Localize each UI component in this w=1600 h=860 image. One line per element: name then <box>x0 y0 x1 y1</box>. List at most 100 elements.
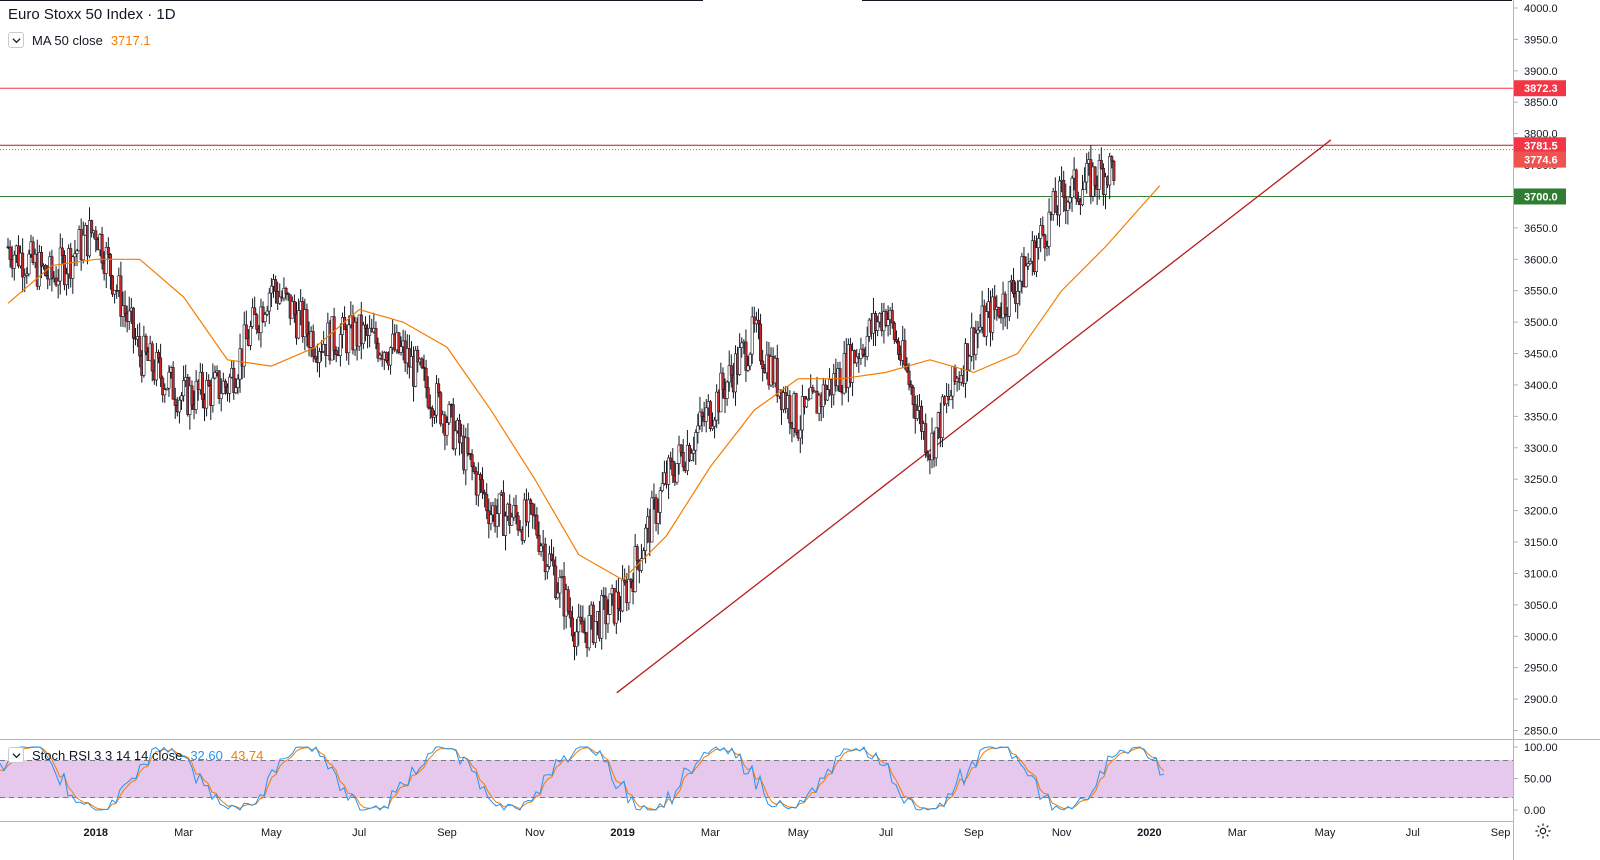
candle <box>531 502 535 529</box>
chevron-down-icon <box>11 37 21 43</box>
candle <box>934 427 938 467</box>
candle <box>194 370 198 414</box>
candle <box>761 349 765 382</box>
candle <box>884 309 888 328</box>
settings-gear-icon[interactable] <box>1532 820 1554 842</box>
candle <box>1112 159 1116 186</box>
candle <box>430 405 434 428</box>
candle <box>31 236 35 266</box>
candle <box>445 416 449 446</box>
candle <box>119 261 123 327</box>
candle <box>909 380 913 395</box>
candle <box>738 333 742 376</box>
time-axis-label: Jul <box>352 827 366 839</box>
svg-text:100.00: 100.00 <box>1524 742 1558 754</box>
candle <box>1104 172 1108 210</box>
candle <box>1085 153 1089 194</box>
ma-label: MA 50 close <box>32 32 103 48</box>
candle <box>667 454 671 499</box>
candle <box>1043 233 1047 262</box>
svg-text:3550.0: 3550.0 <box>1524 286 1558 298</box>
candle <box>437 378 441 398</box>
candle <box>600 589 604 650</box>
candle <box>171 361 175 400</box>
candle <box>313 348 317 363</box>
collapse-legend-button[interactable] <box>8 32 24 48</box>
candle <box>704 399 708 433</box>
candle <box>242 311 246 378</box>
candle <box>347 315 351 365</box>
svg-text:3450.0: 3450.0 <box>1524 349 1558 361</box>
candle <box>1026 253 1030 271</box>
svg-text:3700.0: 3700.0 <box>1524 191 1558 203</box>
candle <box>177 396 181 424</box>
candle <box>698 396 702 430</box>
candle <box>292 294 296 323</box>
candle <box>1062 170 1066 212</box>
svg-text:3600.0: 3600.0 <box>1524 254 1558 266</box>
candle <box>554 556 558 600</box>
candle <box>234 377 238 395</box>
price-tick: 3850.0 <box>1513 97 1558 109</box>
candle <box>190 380 194 411</box>
candle <box>1058 176 1062 227</box>
candle <box>547 545 551 570</box>
candle <box>1024 256 1028 288</box>
candle <box>719 362 723 413</box>
candle <box>905 357 909 373</box>
candle <box>1099 147 1103 170</box>
collapse-oscillator-button[interactable] <box>8 747 24 763</box>
candle <box>700 408 704 433</box>
candle <box>468 453 472 460</box>
candle <box>284 286 288 301</box>
candle <box>1037 232 1041 260</box>
candle <box>1018 279 1022 306</box>
time-axis-label: May <box>1315 827 1336 839</box>
candle <box>200 363 204 409</box>
candle <box>90 219 94 238</box>
time-axis-label: Nov <box>525 827 545 839</box>
candle <box>248 320 252 351</box>
candle <box>94 226 98 253</box>
candle <box>639 543 643 573</box>
candle <box>671 448 675 484</box>
candle <box>729 354 733 388</box>
price-tick: 3450.0 <box>1513 349 1558 361</box>
candle <box>851 342 855 397</box>
candle <box>1012 268 1016 298</box>
candle <box>568 597 572 628</box>
candle <box>924 413 928 459</box>
price-tick: 2850.0 <box>1513 726 1558 738</box>
candle <box>926 450 930 462</box>
candle <box>60 237 64 265</box>
price-tick: 3250.0 <box>1513 474 1558 486</box>
candle <box>1083 167 1087 190</box>
candle <box>466 423 470 457</box>
candle <box>131 306 135 354</box>
candle <box>182 365 186 402</box>
candle <box>575 618 579 656</box>
candle <box>497 493 501 527</box>
candle <box>269 278 273 308</box>
candle <box>123 290 127 328</box>
candle <box>376 337 380 363</box>
time-axis-label: Sep <box>1491 827 1511 839</box>
candle <box>476 462 480 507</box>
time-axis-label: Jul <box>1406 827 1420 839</box>
candle <box>1081 174 1085 207</box>
candle <box>1074 168 1078 205</box>
candle <box>660 472 664 493</box>
svg-text:3350.0: 3350.0 <box>1524 411 1558 423</box>
price-tick: 3050.0 <box>1513 600 1558 612</box>
candle <box>604 587 608 640</box>
candle <box>903 328 907 370</box>
candle <box>949 390 953 401</box>
candle <box>658 486 662 525</box>
ma-50-line <box>7 185 1161 581</box>
candle <box>334 346 338 363</box>
candle <box>263 312 267 327</box>
candle <box>267 288 271 324</box>
candle <box>744 329 748 382</box>
trendline[interactable] <box>616 139 1332 694</box>
